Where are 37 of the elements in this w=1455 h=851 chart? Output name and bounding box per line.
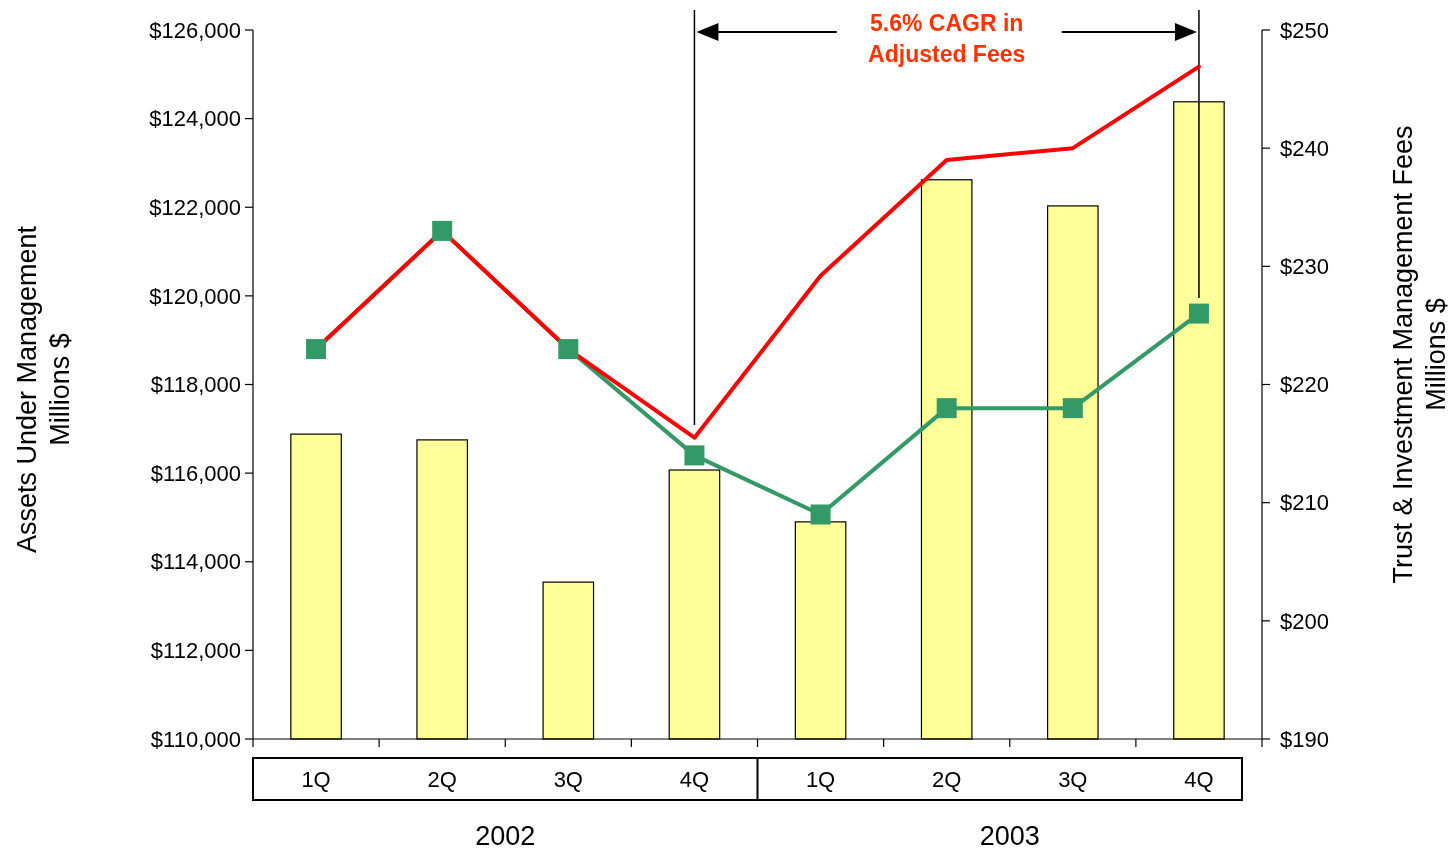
point (558, 339, 579, 360)
y2-tick-label: $190 (1280, 726, 1329, 752)
x-tick-label: 1Q (301, 766, 331, 792)
y-tick-label: $124,000 (149, 106, 241, 132)
y2-tick-label: $220 (1280, 372, 1329, 398)
x-tick-label: 4Q (679, 766, 710, 792)
y-axis-title: Assets Under Management Millions $ (12, 225, 75, 554)
point (936, 398, 957, 419)
y2-tick-label: $250 (1280, 17, 1329, 43)
text: 2002 (475, 821, 536, 851)
y2-tick-label: $200 (1280, 608, 1329, 634)
point (1188, 303, 1209, 324)
y2-tick-label: $210 (1280, 490, 1329, 516)
annotation: 5.6% CAGR in Adjusted Fees (868, 10, 1026, 67)
text: 2003 (979, 821, 1040, 851)
point (810, 504, 831, 525)
x-tick-label: 3Q (1058, 766, 1088, 792)
y2-axis-title: Trust & Investment Management Fees Millions $ (1388, 125, 1451, 584)
point (306, 339, 327, 360)
point (432, 220, 453, 241)
y-tick-label: $112,000 (150, 638, 241, 664)
x-tick-label: 2Q (427, 766, 457, 792)
y2-tick-label: $240 (1280, 135, 1329, 161)
point (684, 445, 705, 466)
point (1062, 398, 1083, 419)
y-tick-label: $120,000 (149, 283, 241, 309)
y-tick-label: $126,000 (149, 17, 241, 43)
x-tick-label: 2Q (932, 766, 962, 792)
y-tick-label: $116,000 (150, 460, 241, 486)
y-tick-label: $110,000 (150, 726, 241, 752)
y2-tick-label: $230 (1280, 254, 1329, 280)
y-tick-label: $118,000 (150, 372, 241, 398)
x-tick-label: 4Q (1184, 766, 1214, 792)
x-tick-label: 3Q (553, 766, 583, 792)
x-tick-label: 1Q (805, 766, 836, 792)
y-tick-label: $114,000 (150, 549, 241, 575)
y-tick-label: $122,000 (149, 194, 241, 220)
